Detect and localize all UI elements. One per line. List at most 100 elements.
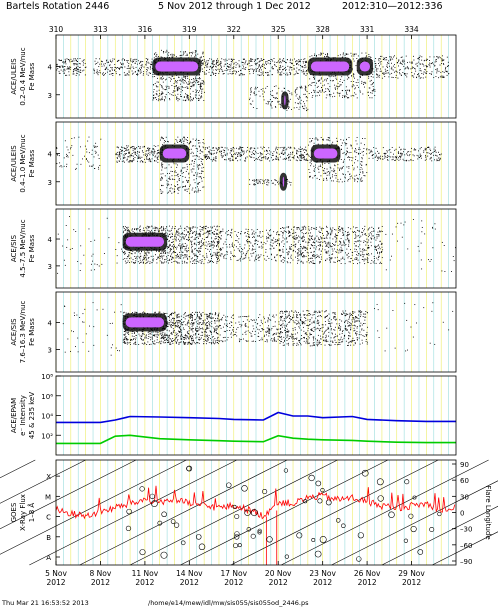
data-point (302, 155, 304, 157)
data-point (143, 256, 145, 258)
data-point (207, 234, 209, 236)
data-point (306, 109, 308, 111)
data-point (207, 147, 209, 149)
data-point (339, 167, 341, 169)
data-point (278, 183, 280, 185)
data-point (286, 148, 288, 150)
data-point (160, 227, 162, 229)
data-point (365, 55, 367, 57)
data-point (408, 151, 410, 153)
data-point (390, 151, 392, 153)
data-point (282, 65, 284, 67)
data-point (187, 239, 189, 241)
data-point (122, 258, 124, 260)
data-point (134, 58, 136, 60)
data-point (239, 258, 241, 260)
data-point (285, 62, 287, 64)
data-point (257, 183, 259, 185)
data-point (123, 147, 125, 149)
data-point (352, 94, 354, 96)
data-point (68, 67, 70, 69)
data-point (76, 69, 78, 70)
data-point (313, 81, 315, 83)
data-point (433, 148, 435, 150)
data-point (411, 75, 413, 77)
data-point (272, 101, 273, 102)
data-point (328, 93, 330, 95)
data-point (69, 68, 71, 70)
data-point (125, 152, 127, 154)
data-point (245, 68, 246, 70)
data-point (361, 80, 363, 82)
data-point (249, 97, 251, 99)
data-point (187, 77, 189, 79)
data-point (194, 254, 196, 256)
data-point (314, 91, 316, 93)
data-point (390, 58, 392, 60)
data-point (202, 88, 204, 90)
data-point (358, 152, 360, 154)
data-point (288, 159, 290, 161)
data-point (157, 77, 158, 79)
data-point (300, 153, 302, 155)
data-point (351, 86, 353, 88)
data-point (203, 257, 205, 258)
data-point (169, 230, 171, 232)
data-point (349, 176, 351, 178)
data-point (364, 86, 365, 88)
data-point (251, 154, 253, 156)
data-point (140, 262, 142, 264)
data-point (421, 72, 423, 74)
data-point (425, 156, 427, 158)
data-point (164, 89, 166, 91)
data-point (389, 73, 391, 75)
data-point (217, 60, 219, 62)
data-point (195, 259, 197, 261)
data-point (185, 234, 187, 236)
data-point (209, 250, 211, 252)
data-point (238, 153, 240, 154)
data-point (386, 150, 388, 152)
data-point (276, 152, 278, 154)
data-point (69, 66, 71, 68)
data-point (286, 158, 288, 160)
data-point (272, 68, 274, 70)
data-point (380, 58, 381, 60)
data-point (271, 101, 273, 103)
data-point (158, 250, 160, 252)
data-point (398, 153, 400, 154)
data-point (216, 151, 218, 153)
data-point (311, 82, 313, 84)
data-point (274, 241, 276, 243)
data-point (361, 177, 363, 179)
data-point (289, 154, 291, 156)
data-point (213, 149, 215, 151)
data-point (207, 243, 209, 245)
data-point (374, 60, 376, 62)
data-point (224, 254, 226, 256)
data-point (352, 74, 354, 76)
data-point (296, 87, 298, 89)
data-point (180, 142, 182, 144)
data-point (119, 152, 121, 154)
data-point (359, 90, 361, 92)
data-point (217, 241, 219, 243)
data-point (70, 147, 72, 148)
data-point (216, 245, 217, 246)
data-point (330, 94, 332, 96)
data-point (275, 66, 277, 67)
data-point (252, 152, 254, 154)
data-point (255, 158, 257, 160)
data-point (277, 100, 279, 102)
data-point (126, 146, 128, 148)
data-point (119, 155, 121, 157)
data-point (131, 146, 133, 148)
data-point (263, 147, 265, 148)
data-point (136, 58, 138, 60)
data-point (418, 76, 420, 78)
data-point (131, 161, 133, 163)
data-point (186, 188, 188, 190)
data-point (200, 87, 202, 89)
data-point (262, 66, 264, 67)
data-point (261, 157, 263, 159)
